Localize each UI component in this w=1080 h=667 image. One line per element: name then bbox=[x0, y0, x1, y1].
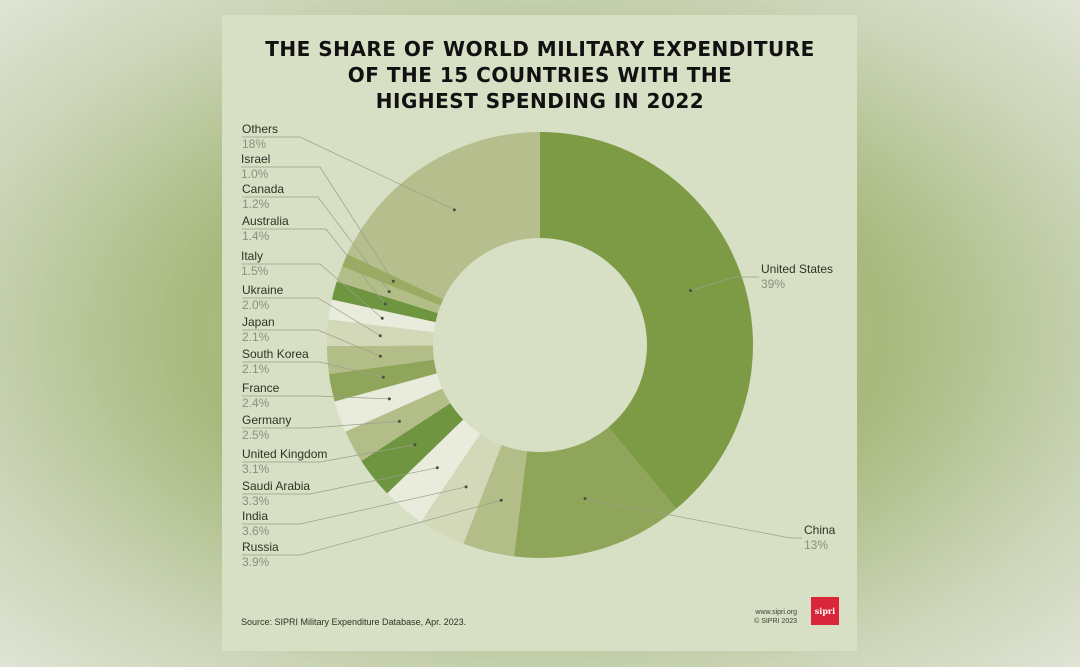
leader-line bbox=[242, 421, 400, 429]
slice-united-kingdom bbox=[361, 403, 464, 494]
sipri-logo: sipri bbox=[811, 597, 839, 625]
leader-dot bbox=[583, 497, 587, 501]
leader-line bbox=[242, 499, 502, 556]
label-value: 1.5% bbox=[241, 264, 269, 278]
leader-dot bbox=[383, 302, 387, 306]
leader-line bbox=[242, 136, 455, 211]
label-value: 1.4% bbox=[242, 229, 270, 243]
source-note: Source: SIPRI Military Expenditure Datab… bbox=[241, 617, 466, 627]
label-value: 2.1% bbox=[242, 362, 270, 376]
label-name: India bbox=[242, 509, 268, 523]
label-name: Saudi Arabia bbox=[242, 479, 310, 493]
slice-france bbox=[334, 373, 443, 432]
leader-line bbox=[585, 498, 802, 539]
label-name: United Kingdom bbox=[242, 447, 327, 461]
leader-dot bbox=[413, 443, 417, 447]
slice-japan bbox=[327, 345, 434, 374]
leader-dot bbox=[397, 419, 401, 423]
leader-line bbox=[241, 263, 383, 319]
label-value: 2.0% bbox=[242, 298, 270, 312]
leader-dot bbox=[380, 316, 384, 320]
label-value: 2.5% bbox=[242, 428, 270, 442]
chart-title-line-3: HIGHEST SPENDING IN 2022 bbox=[376, 89, 704, 113]
leader-line bbox=[242, 486, 467, 525]
leader-line bbox=[690, 276, 759, 291]
label-value: 1.0% bbox=[241, 167, 269, 181]
label-name: Israel bbox=[241, 152, 270, 166]
label-value: 3.1% bbox=[242, 462, 270, 476]
label-name: Russia bbox=[242, 540, 279, 554]
label-value: 39% bbox=[761, 277, 785, 291]
label-value: 2.1% bbox=[242, 330, 270, 344]
slice-canada bbox=[336, 266, 441, 314]
label-value: 1.2% bbox=[242, 197, 270, 211]
slice-australia bbox=[331, 281, 438, 323]
leader-dot bbox=[688, 289, 692, 293]
sipri-logo-text: sipri bbox=[815, 606, 835, 616]
copyright: © SIPRI 2023 bbox=[754, 617, 797, 625]
slice-ukraine bbox=[327, 319, 434, 347]
leader-dot bbox=[378, 354, 382, 358]
label-name: South Korea bbox=[242, 347, 309, 361]
label-value: 13% bbox=[804, 538, 828, 552]
slice-south-korea bbox=[328, 359, 437, 402]
chart-title-line-1: THE SHARE OF WORLD MILITARY EXPENDITURE bbox=[265, 37, 815, 61]
slice-germany bbox=[345, 388, 451, 461]
label-name: Japan bbox=[242, 315, 275, 329]
label-name: United States bbox=[761, 262, 833, 276]
leader-dot bbox=[452, 208, 456, 212]
label-name: Germany bbox=[242, 413, 291, 427]
slice-italy bbox=[328, 299, 436, 333]
label-value: 3.6% bbox=[242, 524, 270, 538]
leader-line bbox=[242, 395, 390, 400]
leader-line bbox=[242, 444, 415, 463]
label-value: 3.9% bbox=[242, 555, 270, 569]
slice-united-states bbox=[540, 132, 754, 509]
leader-dot bbox=[435, 466, 439, 470]
slice-others bbox=[347, 132, 540, 300]
leader-line bbox=[242, 228, 386, 305]
leader-dot bbox=[381, 375, 385, 379]
chart-title-line-2: OF THE 15 COUNTRIES WITH THE bbox=[348, 63, 733, 87]
label-name: Italy bbox=[241, 249, 263, 263]
label-value: 3.3% bbox=[242, 494, 270, 508]
leader-line bbox=[242, 361, 384, 378]
label-name: Canada bbox=[242, 182, 284, 196]
leader-dot bbox=[387, 290, 391, 294]
label-name: France bbox=[242, 381, 280, 395]
leader-dot bbox=[464, 485, 468, 489]
leader-line bbox=[242, 196, 390, 292]
label-value: 2.4% bbox=[242, 396, 270, 410]
leader-dot bbox=[499, 498, 503, 502]
label-value: 18% bbox=[242, 137, 266, 151]
leader-line bbox=[242, 467, 438, 495]
slice-china bbox=[513, 427, 677, 558]
leader-dot bbox=[387, 397, 391, 401]
leader-line bbox=[242, 297, 381, 337]
leader-dot bbox=[391, 279, 395, 283]
slice-russia bbox=[463, 444, 527, 557]
leader-dot bbox=[378, 334, 382, 338]
sipri-url: www.sipri.org bbox=[754, 609, 797, 616]
label-name: Others bbox=[242, 122, 278, 136]
label-name: Australia bbox=[242, 214, 289, 228]
slice-saudi-arabia bbox=[387, 419, 481, 522]
label-name: Ukraine bbox=[242, 283, 284, 297]
leader-line bbox=[242, 329, 381, 357]
label-name: China bbox=[804, 523, 836, 537]
leader-line bbox=[241, 166, 394, 282]
